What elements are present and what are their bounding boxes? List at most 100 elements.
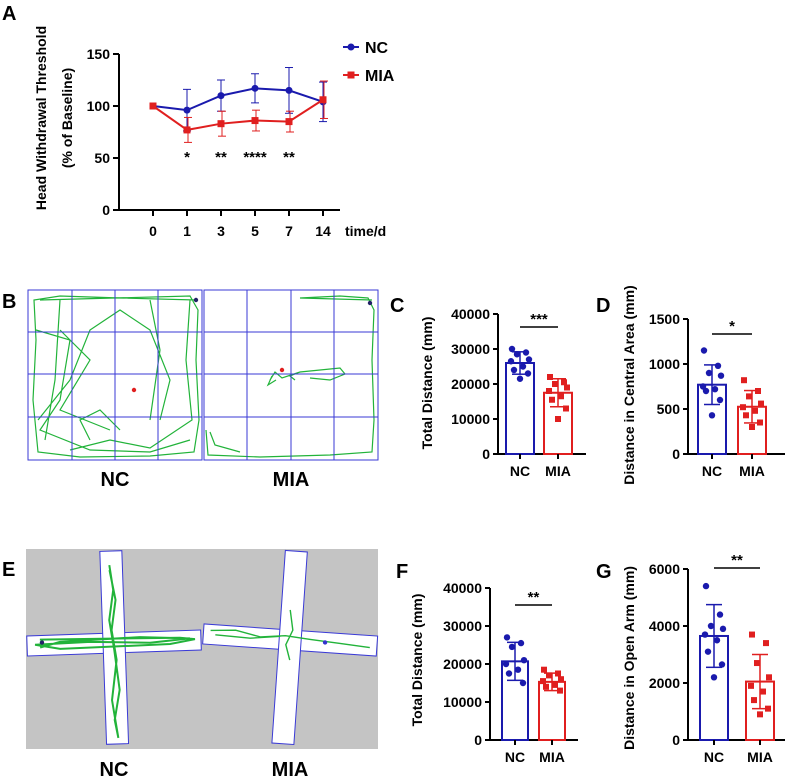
y-tick-label: 30000 xyxy=(451,341,490,357)
track-path-mia xyxy=(205,295,375,458)
panel-letter-g: G xyxy=(596,561,612,583)
data-point-mia xyxy=(149,102,157,110)
data-point-mia xyxy=(755,388,761,394)
x-tick-label-mia: MIA xyxy=(739,463,765,479)
maze-label-mia: MIA xyxy=(272,759,309,777)
data-point-mia xyxy=(540,678,546,685)
panel-letter-e: E xyxy=(2,559,15,581)
chart-distance-central-area: Distance in Central Area (mm) 0 500 1000 15… xyxy=(621,285,785,485)
legend-marker-nc xyxy=(347,43,355,51)
data-point-mia xyxy=(741,377,747,384)
data-point-nc xyxy=(699,383,707,390)
y-axis-label: Distance in Open Arm (mm) xyxy=(621,566,637,750)
panel-letter-a: A xyxy=(2,3,16,25)
data-point-nc xyxy=(702,582,710,590)
y-tick-label: 0 xyxy=(474,732,482,748)
significance-marker: ** xyxy=(283,149,295,166)
data-point-nc xyxy=(522,349,530,356)
data-point-nc xyxy=(702,387,710,395)
x-tick-label-mia: MIA xyxy=(539,749,565,765)
series-line-mia xyxy=(152,98,324,131)
open-field-arena-nc xyxy=(27,289,203,461)
open-field-arena-mia xyxy=(203,289,379,461)
y-axis-label: Total Distance (mm) xyxy=(409,594,425,727)
data-point-nc xyxy=(520,657,528,664)
data-point-nc xyxy=(705,369,713,377)
y-axis-label: Total Distance (mm) xyxy=(419,317,435,450)
data-point-nc xyxy=(519,679,527,687)
y-tick-label: 1000 xyxy=(649,356,680,372)
data-point-nc xyxy=(517,639,525,647)
y-tick-label: 100 xyxy=(87,98,111,114)
data-point-mia xyxy=(563,405,569,412)
y-tick-label: 40000 xyxy=(443,580,482,596)
data-point-mia xyxy=(547,374,553,380)
data-point-nc xyxy=(711,386,719,393)
data-point-mia xyxy=(561,379,567,386)
data-point-nc xyxy=(510,366,518,374)
data-point-mia xyxy=(740,404,746,411)
legend-marker-mia xyxy=(347,71,355,79)
data-point-mia xyxy=(543,683,549,690)
data-point-mia xyxy=(564,384,570,391)
data-point-mia xyxy=(546,388,552,394)
y-tick-label: 40000 xyxy=(451,306,490,322)
data-point-mia xyxy=(319,96,327,104)
y-tick-label: 500 xyxy=(657,401,681,417)
data-point-mia xyxy=(751,697,757,704)
x-tick-label-mia: MIA xyxy=(545,463,571,479)
y-tick-label: 30000 xyxy=(443,618,482,634)
chart-head-withdrawal: Head Withdrawal Threshold (% of Baseline… xyxy=(33,26,395,239)
data-point-mia xyxy=(746,393,752,400)
x-axis-label: time/d xyxy=(345,223,386,239)
chart-total-distance-open-field: Total Distance (mm) 0 10000 20000 30000 4000… xyxy=(419,306,586,479)
data-point-mia xyxy=(557,687,563,694)
y-tick-label: 2000 xyxy=(649,675,680,691)
y-tick-label: 6000 xyxy=(649,561,680,577)
y-axis-label: Distance in Central Area (mm) xyxy=(621,285,637,484)
data-point-nc xyxy=(713,637,721,644)
significance-marker: *** xyxy=(530,311,548,328)
data-point-nc xyxy=(514,666,522,673)
y-tick-label: 0 xyxy=(672,446,680,462)
panel-letter-c: C xyxy=(390,295,404,317)
plus-maze-nc xyxy=(26,549,202,749)
chart-total-distance-maze: Total Distance (mm) 0 10000 20000 30000 4000… xyxy=(409,580,578,765)
data-point-mia xyxy=(752,407,758,414)
arena-label-nc: NC xyxy=(101,469,130,491)
y-tick-label: 50 xyxy=(94,150,110,166)
panel-letter-b: B xyxy=(2,291,16,313)
plus-maze-mia xyxy=(202,549,379,749)
y-tick-label: 0 xyxy=(102,202,110,218)
arena-label-mia: MIA xyxy=(273,469,310,491)
y-tick-label: 20000 xyxy=(443,656,482,672)
data-point-mia xyxy=(758,400,764,407)
significance-marker: ** xyxy=(528,589,540,606)
panel-letter-f: F xyxy=(396,561,408,583)
x-tick-label-nc: NC xyxy=(702,463,722,479)
data-point-nc xyxy=(285,86,293,94)
data-point-nc xyxy=(516,375,524,382)
data-point-mia xyxy=(765,705,771,712)
significance-marker: ** xyxy=(731,552,743,569)
data-point-nc xyxy=(719,625,727,633)
x-tick-label: 1 xyxy=(183,223,191,239)
data-point-mia xyxy=(555,416,561,422)
x-tick-label: 7 xyxy=(285,223,293,239)
data-point-nc xyxy=(505,670,513,677)
data-point-mia xyxy=(743,412,749,419)
x-tick-label-nc: NC xyxy=(510,463,530,479)
y-tick-label: 1500 xyxy=(649,311,680,327)
data-point-nc xyxy=(508,643,516,651)
data-point-mia xyxy=(748,682,754,689)
y-tick-label: 10000 xyxy=(451,411,490,427)
significance-marker: ** xyxy=(215,149,227,166)
y-tick-label: 0 xyxy=(672,732,680,748)
x-tick-label-nc: NC xyxy=(505,749,525,765)
panel-letter-d: D xyxy=(596,295,610,317)
data-point-nc xyxy=(714,362,722,369)
data-point-mia xyxy=(555,670,561,677)
y-tick-label: 150 xyxy=(87,46,111,62)
data-point-nc xyxy=(718,661,726,668)
data-point-mia xyxy=(749,631,755,638)
